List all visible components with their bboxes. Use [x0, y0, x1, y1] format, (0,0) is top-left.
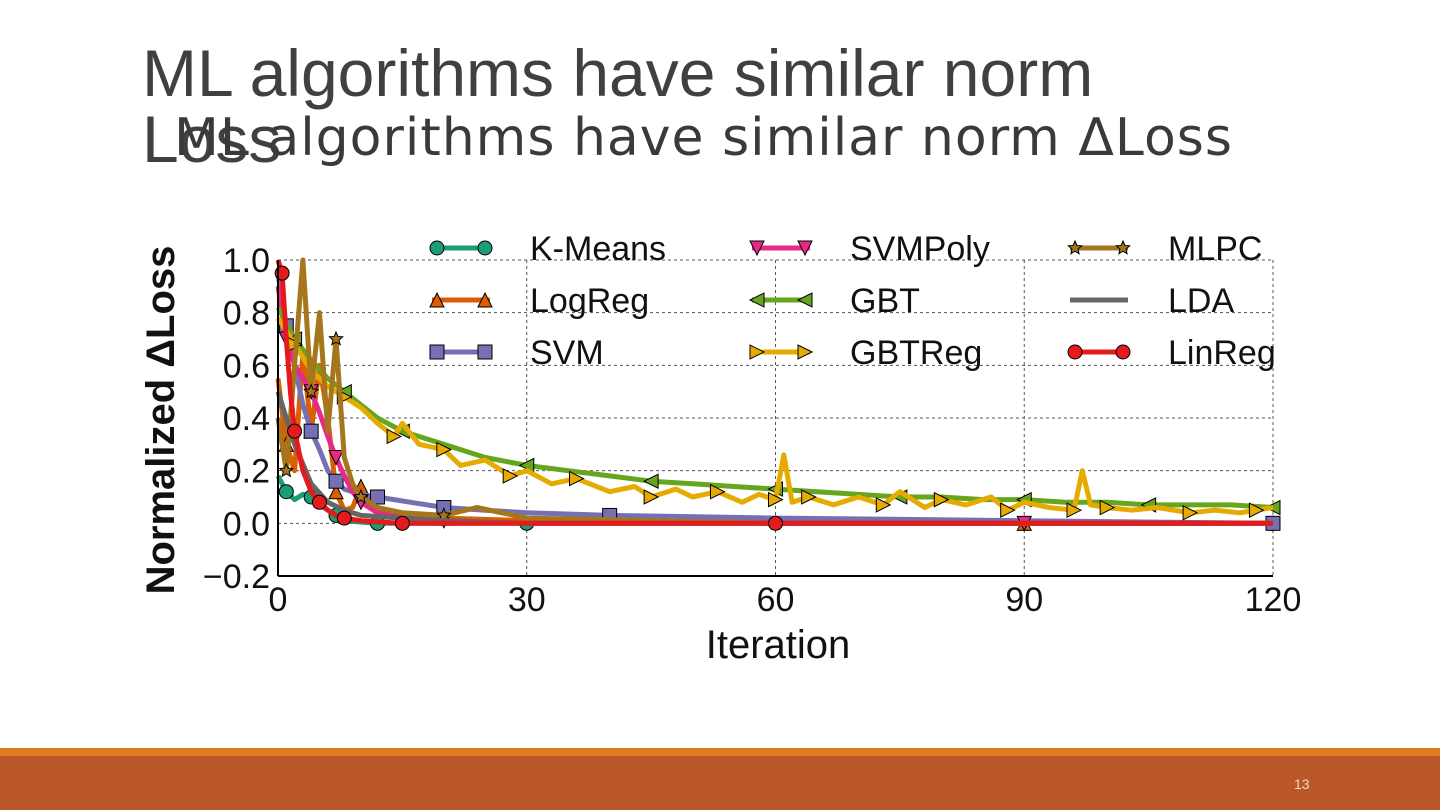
y-tick-label: 1.0: [223, 242, 270, 280]
data-point: [1067, 239, 1083, 255]
x-axis-label: Iteration: [706, 623, 851, 667]
data-point: [749, 344, 766, 360]
data-point: [477, 344, 493, 360]
legend-item-lda: LDA: [1070, 282, 1234, 320]
x-tick-label: 30: [508, 581, 546, 619]
legend-label: GBT: [850, 282, 920, 320]
series-layer: [274, 257, 1281, 532]
data-point: [933, 491, 950, 508]
legend-item-mlpc: MLPC: [1067, 230, 1262, 268]
data-point: [749, 240, 765, 257]
footer-band: [0, 756, 1440, 810]
y-tick-label: −0.2: [203, 558, 270, 596]
series-line: [275, 306, 1274, 510]
series-line: [275, 257, 1273, 526]
x-tick-label: 90: [1005, 581, 1043, 619]
y-tick-label: 0.4: [223, 400, 270, 438]
data-point: [768, 515, 783, 531]
series-line: [275, 272, 1274, 526]
data-point: [502, 468, 519, 484]
data-point: [1182, 504, 1199, 521]
data-point: [303, 423, 319, 439]
slide-title: ML algorithms have similar norm Loss: [142, 36, 1094, 176]
data-point: [797, 240, 813, 257]
y-tick-label: 0.6: [223, 347, 270, 385]
data-point: [1248, 502, 1265, 518]
data-point: [1067, 344, 1083, 360]
legend-item-svm: SVM: [429, 334, 604, 372]
data-point: [353, 488, 369, 504]
page-number: 13: [1294, 776, 1310, 792]
data-point: [328, 483, 344, 500]
data-point: [796, 292, 813, 308]
loss-chart: −0.2 0.0 0.2 0.4 0.6 0.8 1.0 0 30 60 90 120 Iterati…: [139, 230, 1301, 667]
data-point: [875, 497, 892, 513]
legend-label: SVMPoly: [850, 230, 990, 268]
data-point: [336, 510, 352, 526]
data-point: [643, 473, 659, 490]
tick-labels: −0.2 0.0 0.2 0.4 0.6 0.8 1.0 0 30 60 90 120: [203, 242, 1301, 619]
legend-item-gbtreg: GBTReg: [749, 334, 982, 372]
legend-label: SVM: [530, 334, 604, 372]
data-point: [477, 291, 493, 308]
data-point: [569, 470, 585, 487]
legend-label: LDA: [1168, 282, 1234, 320]
data-point: [429, 344, 445, 360]
legend-item-svmpoly: SVMPoly: [749, 230, 990, 268]
data-point: [311, 494, 327, 510]
y-tick-label: 0.8: [223, 295, 270, 333]
footer-accent-stripe: [0, 748, 1440, 756]
y-axis-label: Normalized ΔLoss: [139, 246, 183, 595]
data-point: [801, 489, 817, 505]
data-point: [303, 383, 320, 399]
series-mlpc: [275, 257, 1273, 531]
legend-item-gbt: GBT: [748, 282, 920, 320]
data-point: [797, 344, 814, 360]
data-point: [1115, 344, 1131, 360]
data-point: [429, 240, 445, 256]
legend-label: LogReg: [530, 282, 649, 320]
legend-label: K-Means: [530, 230, 666, 268]
legend-label: LinReg: [1168, 334, 1276, 372]
axes: [277, 260, 1273, 577]
data-point: [768, 491, 784, 508]
data-point: [1000, 502, 1016, 518]
x-tick-label: 60: [757, 581, 795, 619]
data-point: [643, 489, 660, 505]
chart-title: ML algorithms have similar norm ΔLoss: [174, 108, 1233, 168]
data-point: [748, 292, 765, 308]
data-point: [328, 473, 344, 489]
y-tick-label: 0.2: [223, 453, 270, 491]
data-point: [287, 423, 303, 439]
data-point: [709, 483, 726, 500]
data-point: [328, 450, 344, 466]
data-point: [1115, 239, 1131, 255]
legend-item-logreg: LogReg: [429, 282, 649, 320]
data-point: [370, 489, 385, 505]
data-point: [386, 428, 403, 445]
data-point: [436, 441, 452, 458]
legend-label: MLPC: [1168, 230, 1262, 268]
data-point: [394, 515, 410, 531]
x-tick-label: 0: [269, 581, 288, 619]
legend-item-k-means: K-Means: [429, 230, 666, 268]
data-point: [477, 240, 493, 256]
data-point: [278, 462, 295, 478]
data-point: [429, 291, 445, 308]
data-point: [278, 484, 294, 500]
data-point: [1099, 499, 1116, 516]
legend-item-linreg: LinReg: [1067, 334, 1276, 372]
data-point: [1066, 502, 1083, 518]
x-tick-label: 120: [1245, 581, 1302, 619]
series-line: [275, 259, 1273, 526]
data-point: [328, 330, 344, 346]
legend: K-Means LogReg SVM SVMPoly GBT GBTReg MLPC LDA L…: [429, 230, 1276, 372]
y-tick-label: 0.0: [223, 505, 270, 543]
legend-label: GBTReg: [850, 334, 982, 372]
